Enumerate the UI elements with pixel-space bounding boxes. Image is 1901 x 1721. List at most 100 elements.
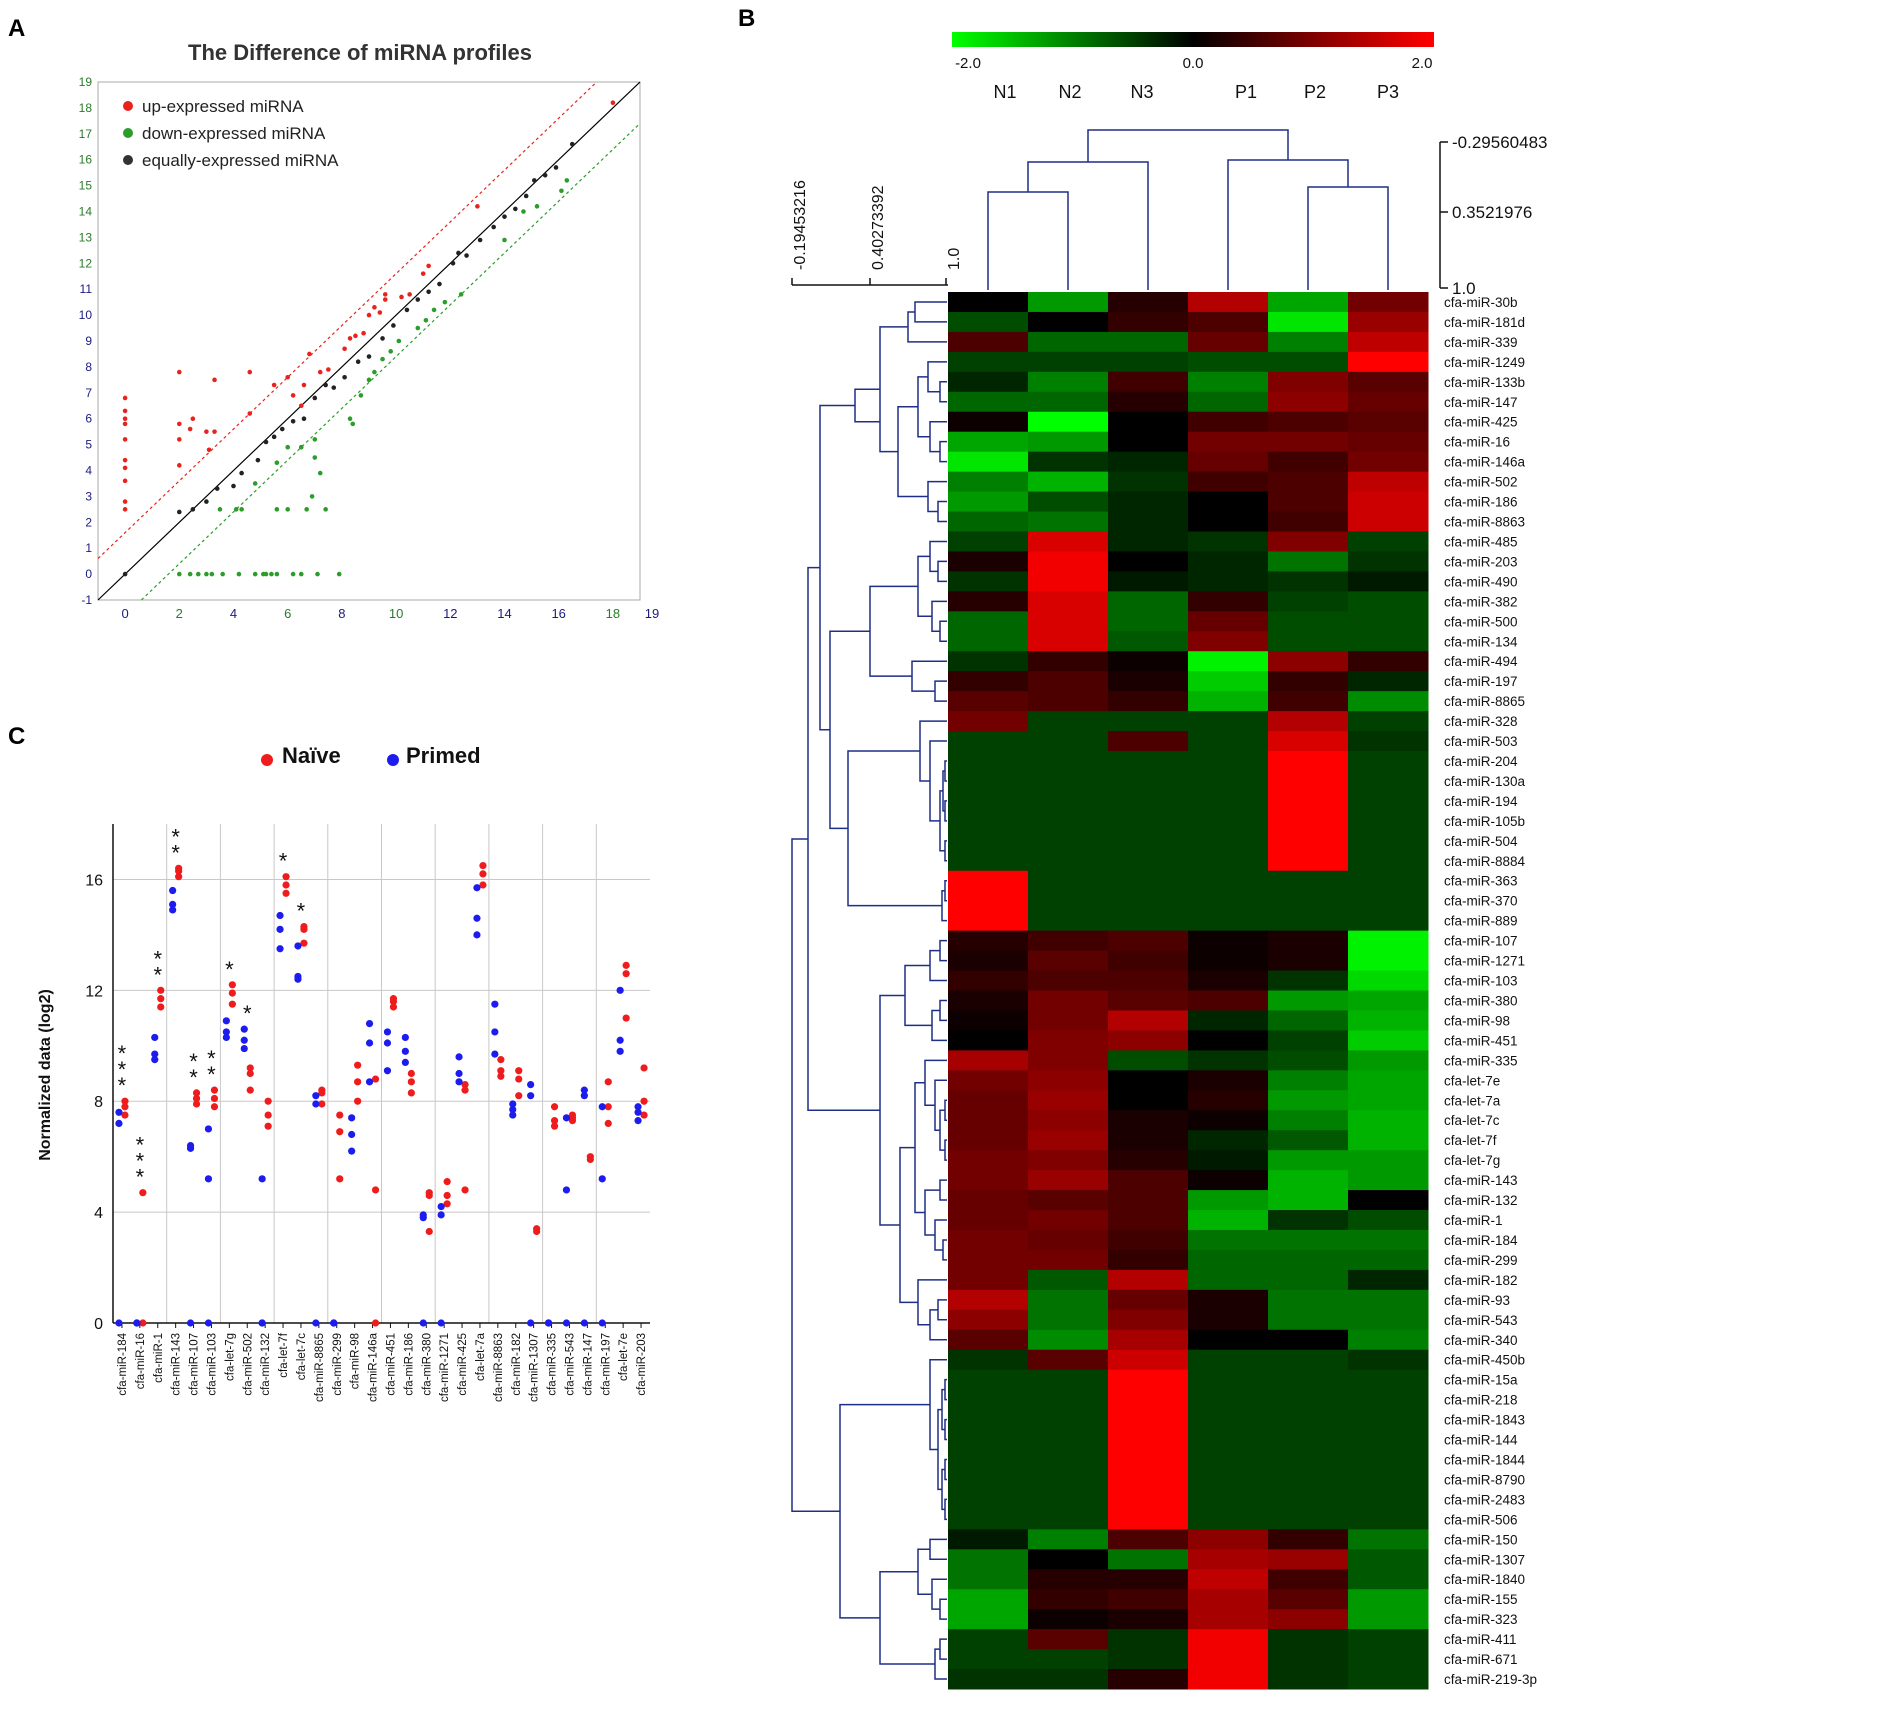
row-label: cfa-miR-1840 [1444, 1572, 1525, 1587]
heatmap-cell [1268, 411, 1349, 433]
heatmap-cell [948, 631, 1029, 652]
row-label: cfa-miR-1307 [1444, 1552, 1525, 1567]
row-scale-label: 0.40273392 [870, 185, 887, 270]
heatmap-cell [1268, 1489, 1349, 1510]
heatmap-cell [948, 1090, 1029, 1111]
significance-mark: * [207, 1062, 216, 1087]
heatmap-cell [948, 511, 1029, 532]
heatmap-cell [1268, 1030, 1349, 1051]
data-point [122, 408, 128, 414]
row-dendrogram-branch [934, 680, 947, 702]
heatmap-cell [1108, 1090, 1189, 1111]
data-point [348, 1114, 356, 1122]
data-point [240, 1044, 248, 1053]
heatmap-cell [1188, 691, 1269, 712]
heatmap-cell [1108, 631, 1189, 652]
row-label: cfa-miR-194 [1444, 794, 1518, 809]
x-tick-label: cfa-miR-8865 [314, 1333, 326, 1402]
data-point [348, 1130, 356, 1139]
row-dendrogram-branch [854, 388, 880, 423]
heatmap-cell [1188, 1289, 1269, 1311]
row-label: cfa-miR-98 [1444, 1013, 1510, 1028]
heatmap-cell [1028, 1449, 1109, 1470]
heatmap-cell [1268, 1669, 1349, 1690]
heatmap-cell [1108, 471, 1189, 493]
x-tick-label: 6 [284, 606, 291, 621]
heatmap-cell [1348, 990, 1429, 1011]
heatmap-cell [1108, 751, 1189, 772]
row-label: cfa-miR-130a [1444, 774, 1526, 789]
data-point [290, 393, 296, 398]
data-point [366, 354, 372, 359]
data-point [323, 507, 328, 512]
data-point [177, 509, 182, 515]
x-tick-label: cfa-miR-146a [368, 1332, 380, 1402]
heatmap-cell [1188, 1249, 1269, 1271]
row-label: cfa-miR-93 [1444, 1293, 1510, 1308]
legend-equal-label: equally-expressed miRNA [142, 151, 339, 170]
data-point [604, 1103, 612, 1111]
data-point [336, 1175, 344, 1183]
heatmap-cell [1348, 731, 1429, 752]
heatmap-cell [948, 1489, 1029, 1510]
heatmap-cell [1268, 571, 1349, 592]
heatmap-cell [1268, 1409, 1349, 1431]
data-point [192, 1100, 201, 1108]
heatmap-cell [948, 471, 1029, 493]
row-dendrogram-branch [942, 1239, 947, 1261]
heatmap-cell [1348, 531, 1429, 552]
heatmap-cell [948, 1170, 1029, 1191]
heatmap-cell [948, 1429, 1029, 1451]
x-tick-label: cfa-miR-380 [421, 1333, 433, 1396]
heatmap-cell [1188, 950, 1269, 972]
row-dendrogram-branch [819, 404, 855, 731]
heatmap-cell [1108, 1309, 1189, 1331]
data-point [640, 1111, 648, 1119]
heatmap-cell [1028, 311, 1109, 333]
heatmap-cell [1028, 890, 1109, 912]
heatmap-cell [1108, 1170, 1189, 1191]
x-tick-label: cfa-miR-425 [457, 1333, 469, 1396]
heatmap-cell [1028, 1249, 1109, 1271]
data-point [426, 289, 431, 295]
data-point [553, 165, 559, 170]
heatmap-cell [1268, 651, 1349, 672]
data-point [187, 426, 193, 432]
heatmap-cell [1348, 1150, 1429, 1171]
x-tick-label: 4 [230, 606, 237, 621]
heatmap-cell [1028, 850, 1109, 872]
heatmap-cell [1108, 790, 1189, 812]
data-point [497, 1056, 505, 1064]
row-label: cfa-miR-502 [1444, 475, 1518, 490]
data-point [298, 444, 304, 450]
heatmap-cell [1348, 431, 1429, 453]
column-label: P3 [1377, 82, 1399, 102]
x-tick-label: cfa-miR-1271 [439, 1333, 451, 1402]
data-point [307, 351, 312, 357]
row-label: cfa-miR-182 [1444, 1273, 1518, 1288]
data-point [455, 1078, 463, 1086]
row-dendrogram-branch [944, 1099, 947, 1121]
data-point [604, 1119, 612, 1127]
row-label: cfa-miR-494 [1444, 654, 1518, 669]
colorbar-mid-label: 0.0 [1183, 55, 1204, 72]
row-label: cfa-miR-490 [1444, 574, 1518, 589]
data-point [151, 1033, 159, 1042]
data-point [534, 204, 540, 209]
data-point [312, 1319, 320, 1327]
heatmap-cell [1108, 1469, 1189, 1490]
data-point [479, 881, 487, 889]
heatmap-cell [1268, 331, 1349, 353]
heatmap-cell [1188, 770, 1269, 792]
data-point [634, 1108, 642, 1116]
heatmap-cell [1028, 990, 1109, 1011]
legend-equal-marker [123, 155, 133, 165]
heatmap-cell [1108, 711, 1189, 732]
heatmap-cell [1348, 1030, 1429, 1051]
column-dendrogram-branch [1227, 159, 1349, 290]
data-point [190, 416, 196, 422]
x-tick-label: 2 [176, 606, 183, 621]
row-dendrogram-branch [929, 420, 947, 453]
heatmap-cell [948, 1030, 1029, 1051]
significance-mark: * [136, 1133, 145, 1158]
